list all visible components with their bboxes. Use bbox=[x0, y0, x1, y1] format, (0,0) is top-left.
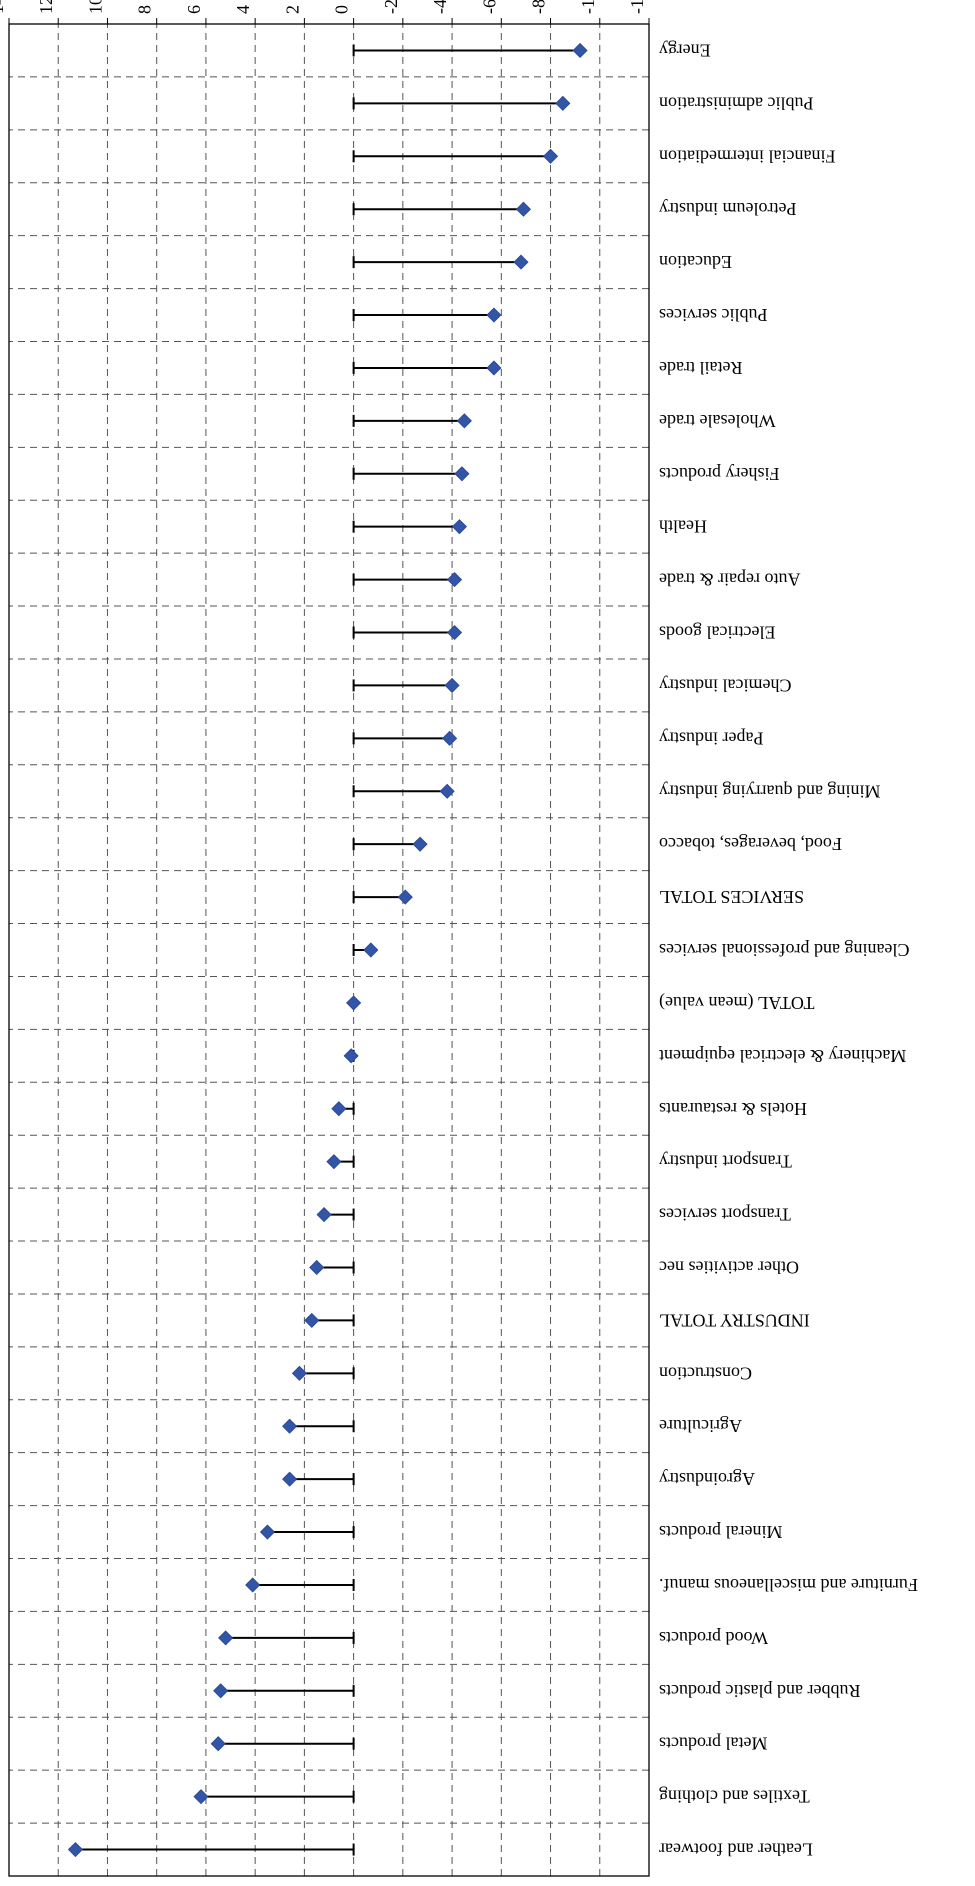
category-label: Machinery & electrical equipment bbox=[659, 1046, 906, 1066]
diamond-marker bbox=[515, 201, 532, 217]
diamond-marker bbox=[326, 1154, 342, 1170]
diamond-marker bbox=[412, 836, 428, 852]
category-label: Petroleum industry bbox=[659, 199, 797, 219]
diamond-marker bbox=[213, 1683, 229, 1699]
category-label: Mining and quarrying industry bbox=[659, 781, 880, 801]
diamond-marker bbox=[486, 360, 502, 376]
category-label: Paper industry bbox=[659, 728, 763, 748]
plot-frame bbox=[8, 23, 650, 1877]
diamond-marker bbox=[304, 1312, 320, 1328]
category-label: Agriculture bbox=[659, 1416, 742, 1436]
diamond-marker bbox=[555, 95, 571, 111]
diamond-marker bbox=[282, 1418, 298, 1434]
category-label: Wood products bbox=[659, 1628, 768, 1648]
x-tick-label: -6 bbox=[479, 0, 499, 14]
diamond-marker bbox=[282, 1471, 298, 1487]
x-tick-label: -2 bbox=[381, 0, 401, 14]
diamond-marker bbox=[316, 1207, 332, 1223]
diamond-marker bbox=[572, 42, 588, 59]
category-label: Wholesale trade bbox=[659, 411, 775, 431]
category-label: SERVICES TOTAL bbox=[659, 887, 804, 907]
category-label: Food, beverages, tobacco bbox=[659, 834, 842, 854]
diamond-marker bbox=[291, 1365, 308, 1381]
x-tick-label: -8 bbox=[529, 0, 549, 14]
grid bbox=[9, 24, 649, 1876]
category-label: INDUSTRY TOTAL bbox=[659, 1310, 810, 1330]
category-label: Leather and footwear bbox=[659, 1840, 813, 1860]
category-label: Education bbox=[659, 252, 732, 272]
x-tick-label: -10 bbox=[578, 0, 598, 14]
category-label: Textiles and clothing bbox=[659, 1787, 810, 1807]
category-label: Electrical goods bbox=[659, 623, 775, 643]
category-label: Agroindustry bbox=[659, 1469, 755, 1489]
category-labels: Leather and footwear Textiles and clothin… bbox=[659, 40, 918, 1859]
category-label: Auto repair & trade bbox=[659, 570, 800, 590]
x-tick-label: 8 bbox=[135, 5, 155, 14]
diamond-marker bbox=[331, 1101, 347, 1117]
diamond-marker bbox=[218, 1630, 234, 1646]
category-label: Other activities nec bbox=[659, 1257, 799, 1277]
x-tick-label: -12 bbox=[627, 0, 647, 14]
diamond-marker bbox=[451, 519, 468, 535]
category-label: Rubber and plastic products bbox=[659, 1681, 860, 1701]
x-tick-label: 2 bbox=[282, 5, 302, 14]
category-label: Public services bbox=[659, 305, 767, 325]
category-label: Health bbox=[659, 517, 707, 537]
x-tick-label: 10 bbox=[85, 0, 105, 14]
diamond-marker bbox=[542, 148, 559, 164]
category-label: Energy bbox=[659, 40, 711, 60]
x-tick-label: 0 bbox=[332, 5, 352, 14]
category-label: Public administration bbox=[659, 93, 814, 113]
diamond-marker bbox=[454, 466, 470, 482]
x-tick-label: 6 bbox=[184, 5, 204, 14]
category-label: Retail trade bbox=[659, 358, 742, 378]
category-label: Mineral products bbox=[659, 1522, 782, 1542]
diamond-marker bbox=[513, 254, 529, 270]
x-tick-label: -4 bbox=[430, 0, 450, 14]
category-label: Transport industry bbox=[659, 1152, 792, 1172]
diamond-marker bbox=[444, 677, 460, 693]
diamond-marker bbox=[397, 889, 413, 905]
category-label: Furniture and miscellaneous manuf. bbox=[659, 1575, 918, 1595]
category-label: TOTAL (mean value) bbox=[659, 992, 815, 1013]
diamond-marker bbox=[309, 1259, 325, 1276]
diamond-marker bbox=[245, 1577, 261, 1593]
diamond-marker bbox=[210, 1736, 226, 1752]
diamond-marker bbox=[456, 413, 472, 429]
category-label: Chemical industry bbox=[659, 675, 791, 695]
category-label: Construction bbox=[659, 1363, 752, 1383]
category-label: Hotels & restaurants bbox=[659, 1099, 807, 1119]
x-tick-label: 12 bbox=[36, 0, 56, 14]
diamond-marker bbox=[259, 1524, 276, 1540]
diamond-marker bbox=[193, 1789, 209, 1805]
rotated-chart-group: 14 12 10 8 6 4 2 0 -2 -4 -6 -8 -10 -12 Leather and fo… bbox=[0, 0, 918, 1877]
diamond-marker bbox=[486, 307, 502, 323]
diamond-marker bbox=[446, 624, 463, 641]
category-label: Financial intermediation bbox=[659, 146, 835, 166]
diamond-marker bbox=[346, 995, 362, 1011]
diamond-marker bbox=[363, 942, 379, 958]
category-label: Fishery products bbox=[659, 464, 780, 484]
x-tick-label: 14 bbox=[0, 0, 7, 14]
diamond-marker bbox=[439, 783, 455, 799]
diamond-marker bbox=[442, 730, 458, 746]
diamond-marker bbox=[343, 1048, 359, 1064]
category-label: Metal products bbox=[659, 1734, 767, 1754]
x-tick-label: 4 bbox=[233, 5, 253, 14]
category-label: Transport services bbox=[659, 1205, 791, 1225]
x-axis-ticks: 14 12 10 8 6 4 2 0 -2 -4 -6 -8 -10 -12 bbox=[0, 0, 650, 24]
category-label: Cleaning and professional services bbox=[659, 940, 909, 960]
stems bbox=[75, 44, 581, 1856]
markers bbox=[67, 42, 588, 1858]
diamond-marker bbox=[67, 1841, 84, 1858]
diamond-marker bbox=[446, 572, 463, 588]
